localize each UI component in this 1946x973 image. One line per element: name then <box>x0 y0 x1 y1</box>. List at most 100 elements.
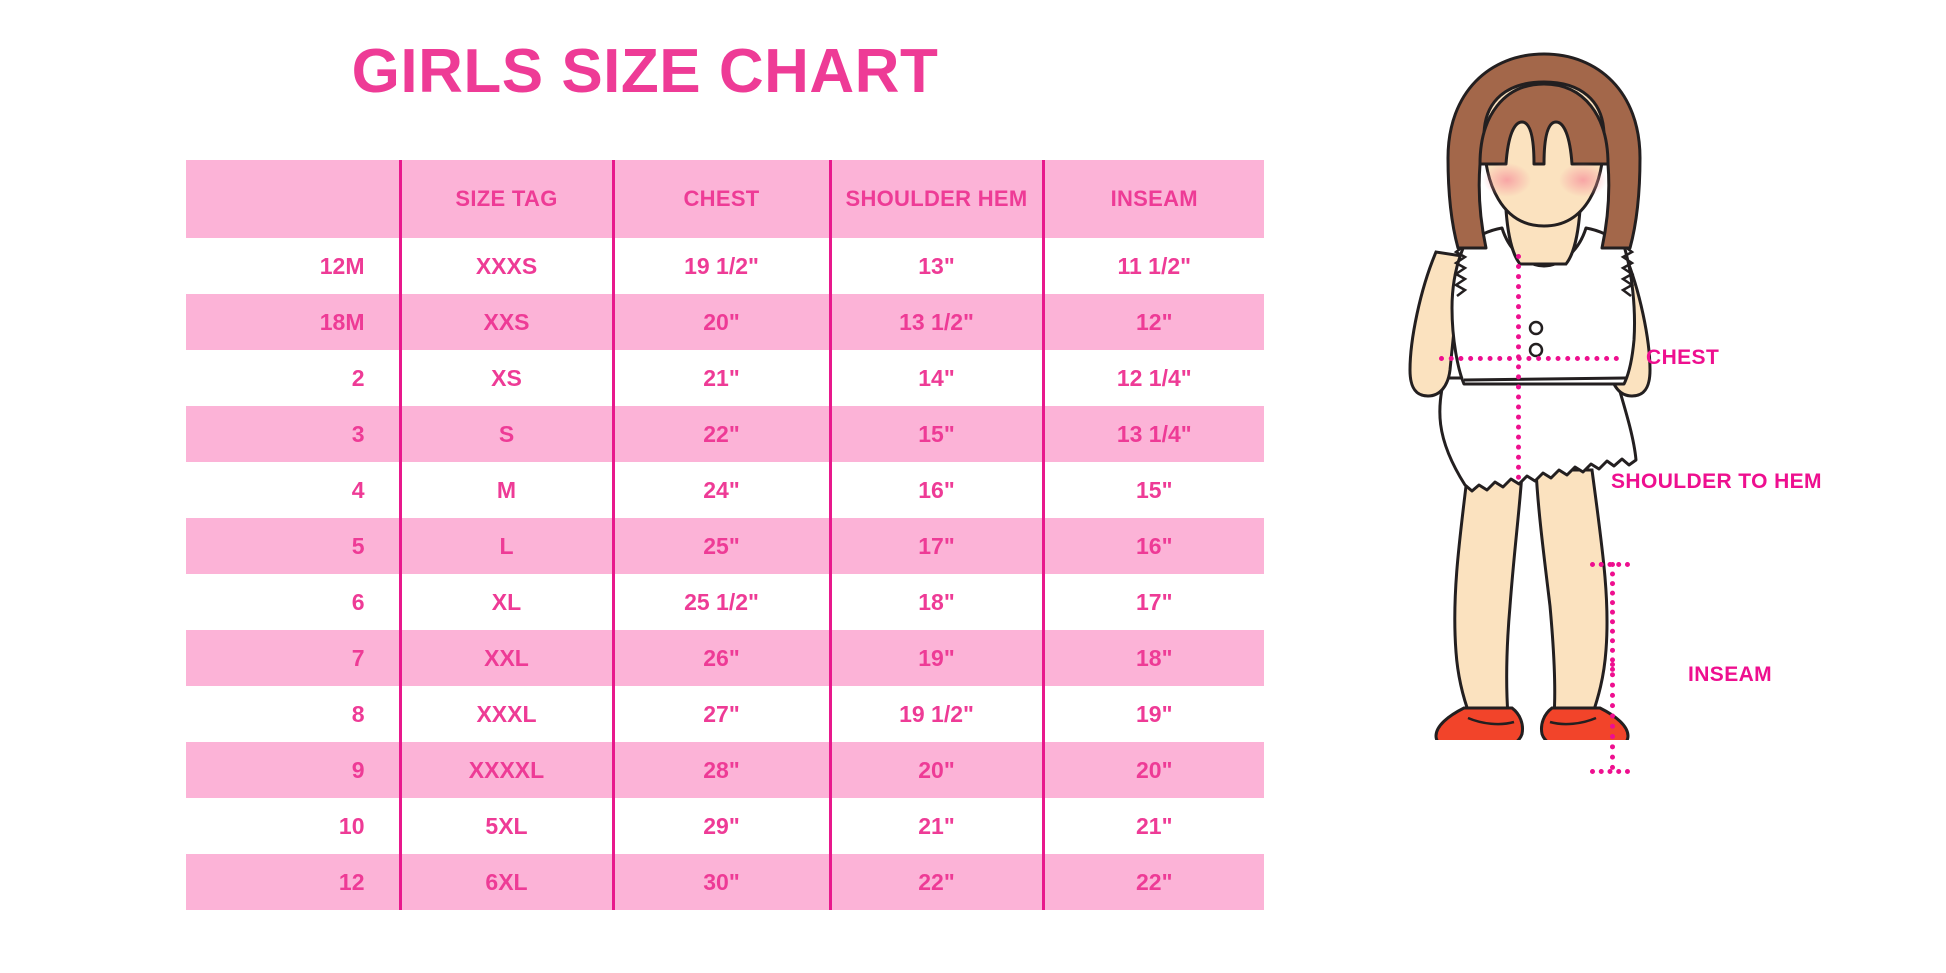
table-row: 2 XS 21" 14" 12 1/4" <box>186 350 1264 406</box>
measure-label-shoulder-to-hem: SHOULDER TO HEM <box>1611 470 1822 493</box>
column-header-size <box>186 160 400 238</box>
skirt <box>1438 376 1638 493</box>
cell-shoulder-hem: 17" <box>828 518 1043 574</box>
blush-left <box>1483 163 1531 197</box>
cell-chest: 20" <box>611 294 830 350</box>
cell-shoulder-hem: 16" <box>828 462 1043 518</box>
button-upper <box>1528 320 1544 336</box>
button-lower <box>1528 342 1544 358</box>
cell-size: 6 <box>186 574 400 630</box>
cell-chest: 26" <box>611 630 830 686</box>
measure-label-inseam: INSEAM <box>1688 663 1773 686</box>
cell-chest: 21" <box>611 350 830 406</box>
cell-size-tag: XXXS <box>398 238 613 294</box>
table-row: 9 XXXXL 28" 20" 20" <box>186 742 1264 798</box>
cell-inseam: 22" <box>1041 854 1264 910</box>
table-row: 8 XXXL 27" 19 1/2" 19" <box>186 686 1264 742</box>
cell-size-tag: XXXL <box>398 686 613 742</box>
cell-size: 7 <box>186 630 400 686</box>
cell-size-tag: 5XL <box>398 798 613 854</box>
cell-size: 2 <box>186 350 400 406</box>
cell-size: 18M <box>186 294 400 350</box>
cell-shoulder-hem: 18" <box>828 574 1043 630</box>
table-row: 7 XXL 26" 19" 18" <box>186 630 1264 686</box>
cell-chest: 25" <box>611 518 830 574</box>
cell-size-tag: XXS <box>398 294 613 350</box>
page-title: GIRLS SIZE CHART <box>351 37 939 106</box>
cell-shoulder-hem: 14" <box>828 350 1043 406</box>
cell-chest: 27" <box>611 686 830 742</box>
cell-size-tag: XXXXL <box>398 742 613 798</box>
table-row: 12 6XL 30" 22" 22" <box>186 854 1264 910</box>
cell-inseam: 12" <box>1041 294 1264 350</box>
cell-shoulder-hem: 21" <box>828 798 1043 854</box>
blush-right <box>1559 163 1607 197</box>
cell-inseam: 17" <box>1041 574 1264 630</box>
cell-size-tag: 6XL <box>398 854 613 910</box>
cell-inseam: 16" <box>1041 518 1264 574</box>
inseam-guide-vertical <box>1610 562 1615 672</box>
cell-chest: 29" <box>611 798 830 854</box>
cell-shoulder-hem: 13 1/2" <box>828 294 1043 350</box>
top <box>1450 226 1636 386</box>
cell-size: 10 <box>186 798 400 854</box>
cell-chest: 30" <box>611 854 830 910</box>
table-row: 12M XXXS 19 1/2" 13" 11 1/2" <box>186 238 1264 294</box>
cell-inseam: 19" <box>1041 686 1264 742</box>
table-row: 18M XXS 20" 13 1/2" 12" <box>186 294 1264 350</box>
cell-shoulder-hem: 15" <box>828 406 1043 462</box>
cell-chest: 28" <box>611 742 830 798</box>
cell-size: 9 <box>186 742 400 798</box>
cell-inseam: 12 1/4" <box>1041 350 1264 406</box>
cell-size-tag: L <box>398 518 613 574</box>
cell-size-tag: M <box>398 462 613 518</box>
cell-size: 8 <box>186 686 400 742</box>
cell-inseam: 18" <box>1041 630 1264 686</box>
cell-size-tag: S <box>398 406 613 462</box>
shoulder-hem-guide-vertical <box>1516 254 1521 480</box>
chest-guide-horizontal <box>1439 356 1619 361</box>
table-row: 10 5XL 29" 21" 21" <box>186 798 1264 854</box>
inseam-guide-vertical-lower <box>1610 662 1615 770</box>
column-header-chest: CHEST <box>611 160 830 238</box>
head <box>1446 52 1642 250</box>
cell-size: 12M <box>186 238 400 294</box>
column-header-shoulder-hem: SHOULDER HEM <box>828 160 1043 238</box>
column-header-size-tag: SIZE TAG <box>398 160 613 238</box>
cell-shoulder-hem: 22" <box>828 854 1043 910</box>
cell-chest: 19 1/2" <box>611 238 830 294</box>
cell-shoulder-hem: 19 1/2" <box>828 686 1043 742</box>
table-row: 3 S 22" 15" 13 1/4" <box>186 406 1264 462</box>
cell-size: 5 <box>186 518 400 574</box>
table-row: 5 L 25" 17" 16" <box>186 518 1264 574</box>
column-header-inseam: INSEAM <box>1041 160 1264 238</box>
cell-size-tag: XS <box>398 350 613 406</box>
cell-inseam: 15" <box>1041 462 1264 518</box>
cell-inseam: 21" <box>1041 798 1264 854</box>
size-chart-table: SIZE TAG CHEST SHOULDER HEM INSEAM 12M XX… <box>186 160 1264 910</box>
cell-inseam: 20" <box>1041 742 1264 798</box>
table-row: 4 M 24" 16" 15" <box>186 462 1264 518</box>
girl-figure-illustration <box>1340 40 1760 740</box>
table-header-row: SIZE TAG CHEST SHOULDER HEM INSEAM <box>186 160 1264 238</box>
cell-size-tag: XL <box>398 574 613 630</box>
cell-inseam: 11 1/2" <box>1041 238 1264 294</box>
cell-size-tag: XXL <box>398 630 613 686</box>
shoes <box>1434 706 1630 740</box>
cell-shoulder-hem: 13" <box>828 238 1043 294</box>
table-row: 6 XL 25 1/2" 18" 17" <box>186 574 1264 630</box>
cell-size: 4 <box>186 462 400 518</box>
cell-shoulder-hem: 19" <box>828 630 1043 686</box>
cell-inseam: 13 1/4" <box>1041 406 1264 462</box>
cell-chest: 25 1/2" <box>611 574 830 630</box>
table-body: 12M XXXS 19 1/2" 13" 11 1/2" 18M XXS 20" 13 1/2"… <box>186 238 1264 910</box>
measure-label-chest: CHEST <box>1646 346 1720 369</box>
cell-size: 12 <box>186 854 400 910</box>
cell-chest: 24" <box>611 462 830 518</box>
cell-chest: 22" <box>611 406 830 462</box>
cell-size: 3 <box>186 406 400 462</box>
inseam-guide-cap-bottom <box>1590 769 1630 774</box>
inseam-guide-cap-top <box>1590 562 1630 567</box>
cell-shoulder-hem: 20" <box>828 742 1043 798</box>
